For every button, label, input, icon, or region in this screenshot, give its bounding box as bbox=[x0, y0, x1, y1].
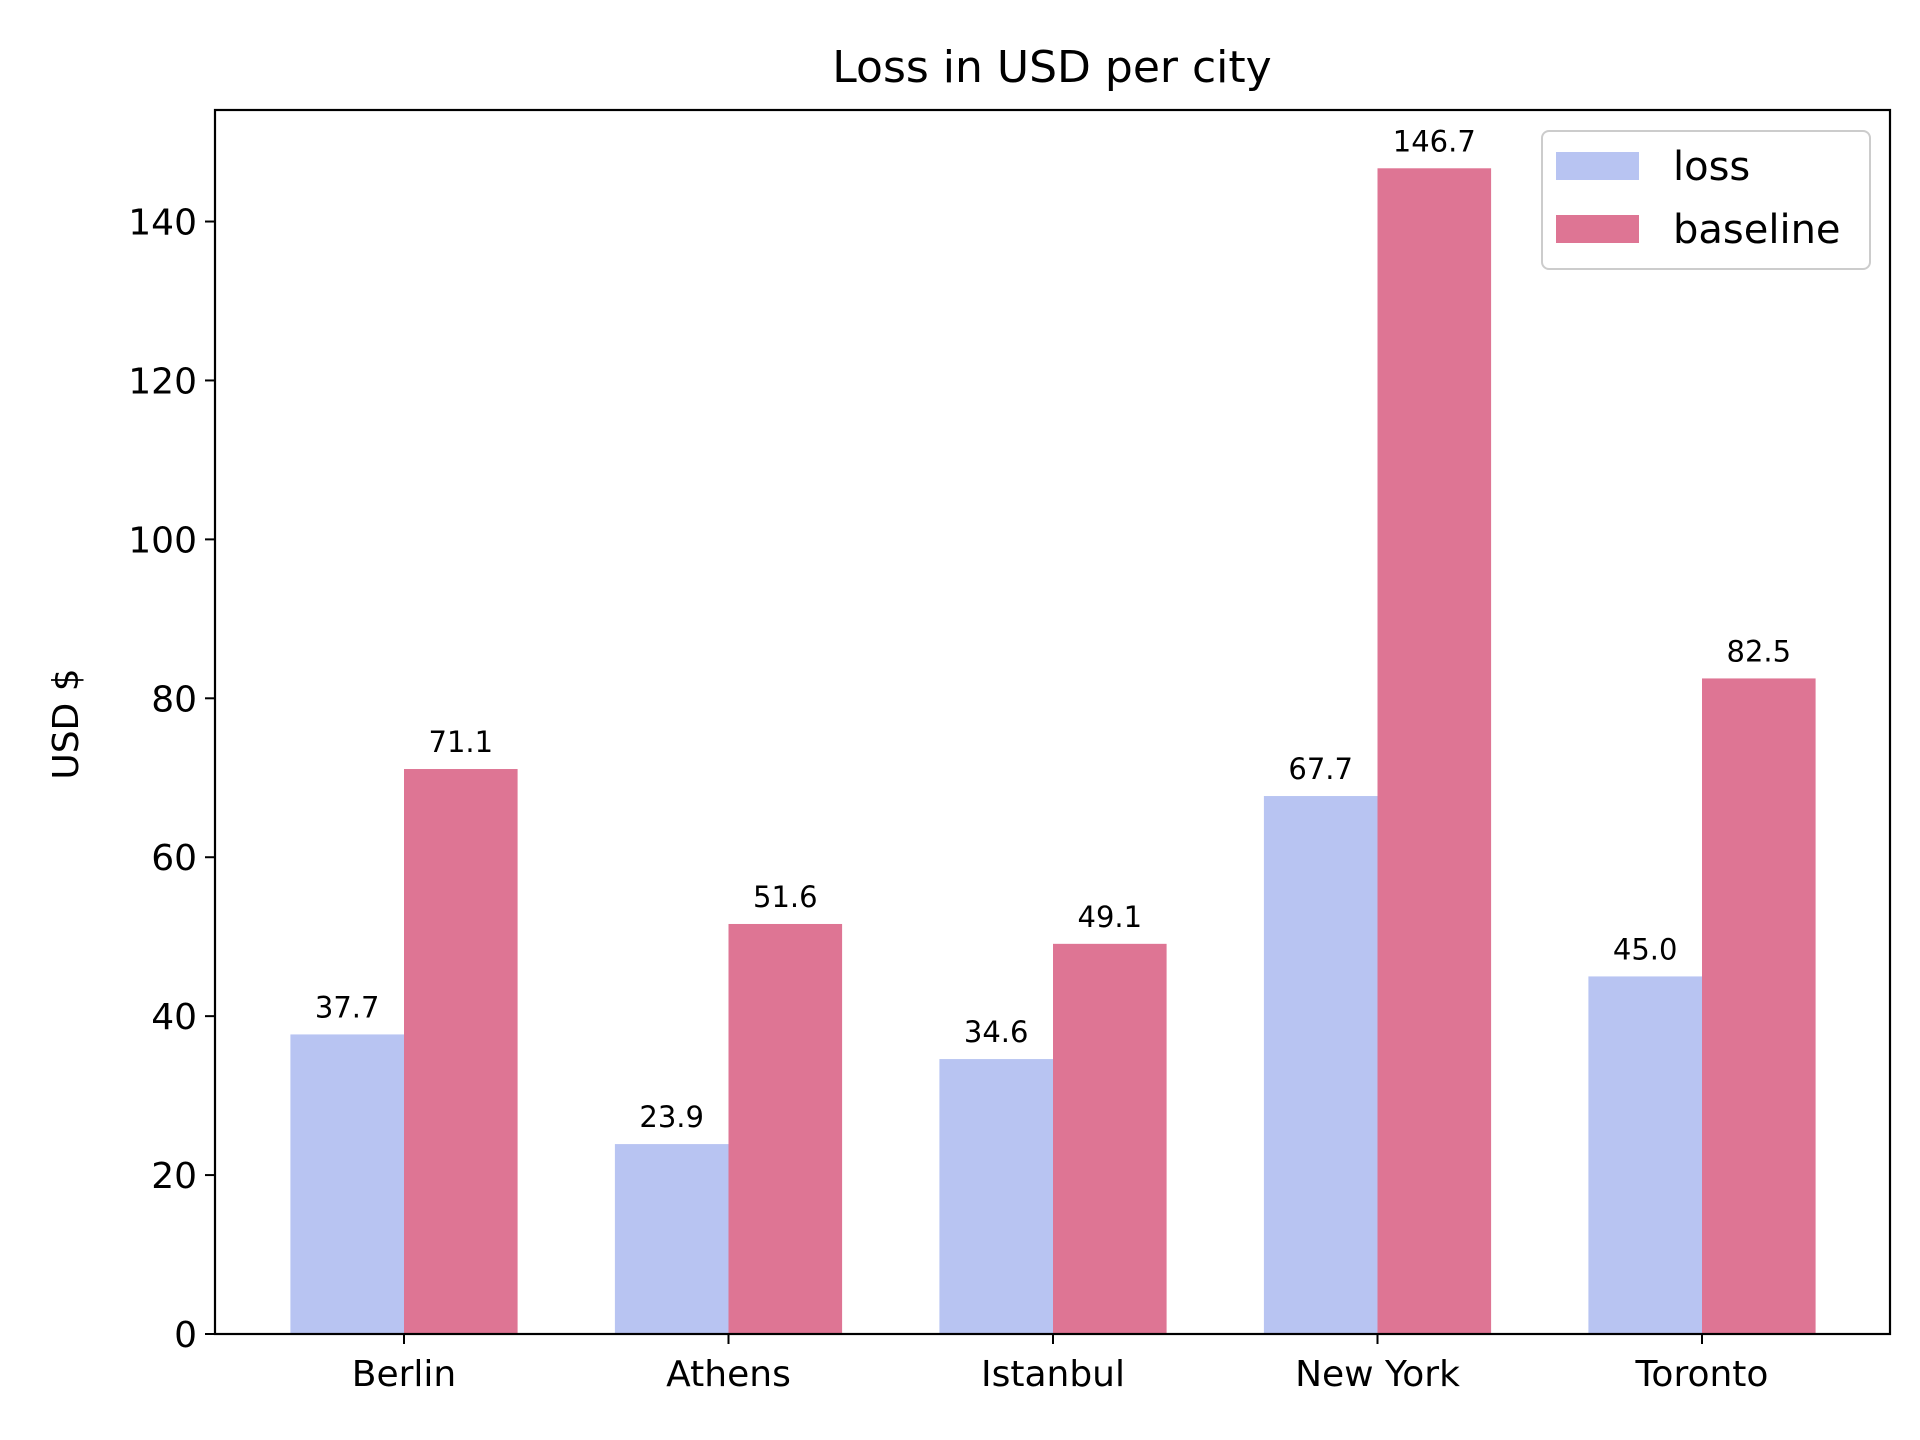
legend-label-baseline: baseline bbox=[1673, 207, 1841, 253]
bar-baseline-athens bbox=[728, 923, 843, 1334]
value-label-baseline-berlin: 71.1 bbox=[429, 725, 494, 759]
bar-baseline-toronto bbox=[1702, 678, 1816, 1334]
value-labels-layer: 37.7 71.1 23.9 51.6 34.6 49.1 67.7 146.7 45.0 82.… bbox=[315, 124, 1791, 1134]
y-tick-label-80: 80 bbox=[151, 679, 197, 720]
plot-frame bbox=[213, 108, 1892, 1336]
bar-loss-athens bbox=[614, 1144, 729, 1334]
bar-loss-new-york bbox=[1263, 796, 1378, 1334]
bar-loss-istanbul bbox=[939, 1059, 1053, 1334]
y-axis-label: USD $ bbox=[46, 668, 87, 779]
value-label-baseline-new-york: 146.7 bbox=[1393, 124, 1476, 158]
value-label-loss-toronto: 45.0 bbox=[1613, 932, 1678, 966]
x-tick-label-new-york: New York bbox=[1295, 1354, 1460, 1395]
y-tick-label-100: 100 bbox=[128, 520, 197, 561]
value-label-loss-berlin: 37.7 bbox=[315, 990, 380, 1024]
value-label-baseline-toronto: 82.5 bbox=[1727, 634, 1792, 668]
y-tick-label-60: 60 bbox=[151, 838, 197, 879]
x-axis: Berlin Athens Istanbul New York Toronto bbox=[352, 1334, 1769, 1395]
y-axis: 0 20 40 60 80 100 120 140 bbox=[128, 203, 215, 1356]
y-tick-label-20: 20 bbox=[151, 1156, 197, 1197]
x-tick-label-berlin: Berlin bbox=[352, 1354, 456, 1395]
bar-baseline-new-york bbox=[1377, 168, 1492, 1334]
legend: loss baseline bbox=[1541, 130, 1871, 270]
bar-loss-toronto bbox=[1588, 976, 1702, 1334]
x-tick-label-toronto: Toronto bbox=[1635, 1354, 1769, 1395]
y-tick-label-120: 120 bbox=[128, 361, 197, 402]
legend-label-loss: loss bbox=[1673, 144, 1750, 190]
legend-items: loss baseline bbox=[1556, 144, 1841, 253]
bar-loss-berlin bbox=[290, 1034, 404, 1334]
bars-layer bbox=[290, 168, 1816, 1334]
y-tick-label-0: 0 bbox=[174, 1315, 197, 1356]
chart-title: Loss in USD per city bbox=[832, 42, 1271, 93]
value-label-baseline-istanbul: 49.1 bbox=[1078, 900, 1143, 934]
bar-baseline-berlin bbox=[404, 769, 518, 1334]
x-tick-label-athens: Athens bbox=[666, 1354, 791, 1395]
y-tick-label-140: 140 bbox=[128, 203, 197, 244]
value-label-loss-istanbul: 34.6 bbox=[964, 1015, 1029, 1049]
value-label-loss-athens: 23.9 bbox=[639, 1100, 704, 1134]
legend-swatch-baseline bbox=[1556, 215, 1639, 243]
y-tick-label-40: 40 bbox=[151, 997, 197, 1038]
x-tick-label-istanbul: Istanbul bbox=[981, 1354, 1125, 1395]
value-label-baseline-athens: 51.6 bbox=[753, 880, 818, 914]
bar-baseline-istanbul bbox=[1053, 943, 1167, 1334]
legend-swatch-loss bbox=[1556, 152, 1639, 180]
value-label-loss-new-york: 67.7 bbox=[1288, 752, 1353, 786]
